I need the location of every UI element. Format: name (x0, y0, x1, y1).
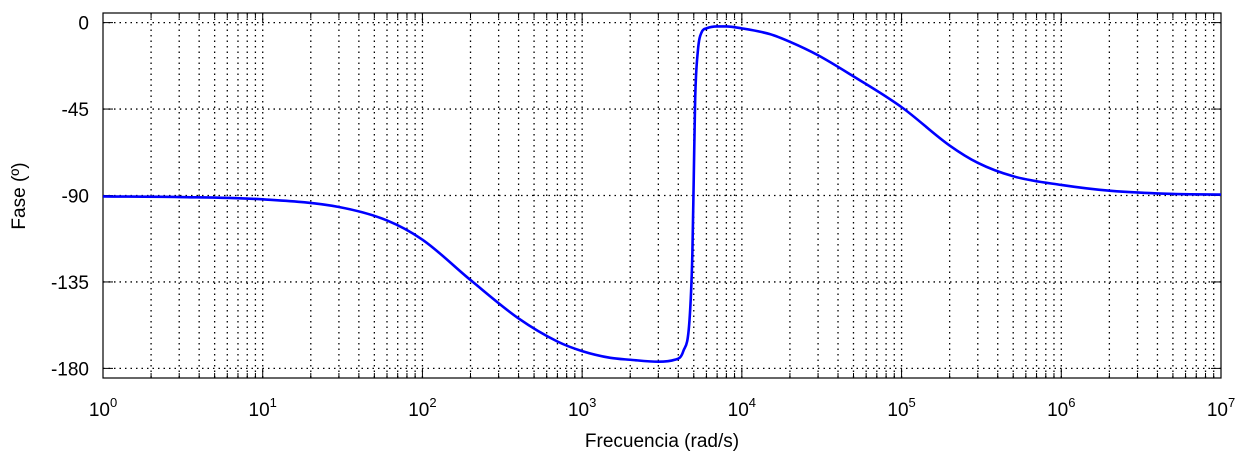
y-tick-label: 0 (78, 14, 89, 35)
x-axis-label: Frecuencia (rad/s) (585, 431, 739, 452)
y-axis-label: Fase (º) (9, 162, 30, 229)
y-tick-label: -90 (62, 187, 89, 208)
x-tick-label: 103 (568, 395, 596, 421)
series-layer (102, 25, 1222, 363)
x-tick-label: 104 (728, 395, 756, 421)
grid-lines (103, 13, 1221, 378)
x-tick-label: 105 (887, 395, 915, 421)
phase-series-line (102, 25, 1222, 363)
y-tick-label: -45 (62, 100, 89, 121)
axis-ticks (102, 13, 1221, 378)
x-tick-label: 106 (1047, 395, 1075, 421)
x-tick-label: 107 (1207, 395, 1235, 421)
y-tick-label: -180 (51, 359, 89, 380)
x-tick-label: 102 (408, 395, 436, 421)
x-tick-label: 100 (89, 395, 117, 421)
y-tick-label: -135 (51, 273, 89, 294)
tick-labels: 100 101 102 103 104 105 106 107 0 -45 -90 -135 -180 (51, 14, 1235, 421)
x-tick-label: 101 (249, 395, 277, 421)
plot-area-frame (102, 12, 1222, 379)
